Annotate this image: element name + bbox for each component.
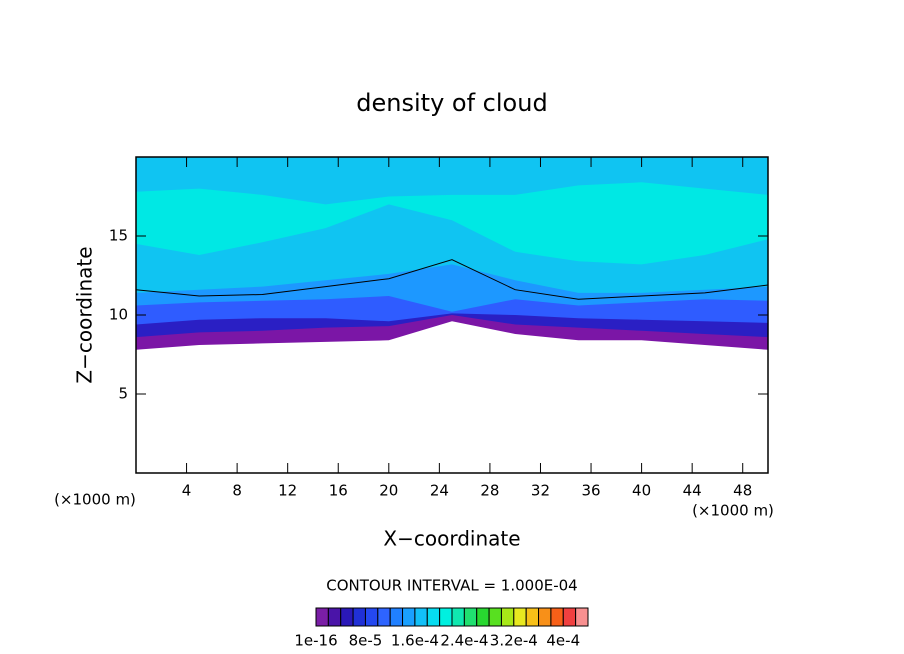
x-tick-label: 12 [278,482,297,500]
chart-title: density of cloud [356,89,547,117]
x-tick-label: 16 [329,482,348,500]
x-unit: (×1000 m) [692,502,774,520]
colorbar-swatch [575,607,589,627]
colorbar-swatch [352,607,366,627]
x-tick-label: 40 [632,482,651,500]
colorbar-swatch [389,607,404,627]
colorbar-swatch [414,607,428,627]
colorbar-label: 8e-5 [349,632,383,650]
colorbar-swatch [340,607,354,627]
contour-line [135,259,769,300]
colorbar-swatch [315,607,329,627]
colorbar-label: 1e-16 [294,632,337,650]
colorbar-swatch [463,607,478,627]
colorbar-swatch [500,607,515,627]
colorbar-swatch [488,607,502,627]
colorbar-swatch [550,607,564,627]
x-axis-label: X−coordinate [383,527,520,551]
colorbar-swatch [426,607,441,627]
x-tick-label: 4 [182,482,192,500]
y-tick-label: 5 [118,385,128,403]
y-axis-label: Z−coordinate [73,246,97,383]
x-tick-label: 8 [232,482,242,500]
colorbar-label: 1.6e-4 [391,632,439,650]
x-tick-label: 20 [379,482,398,500]
colorbar-swatch [364,607,379,627]
colorbar-swatch [538,607,552,627]
colorbar-swatch [402,607,416,627]
colorbar-label: 3.2e-4 [490,632,538,650]
y-tick-label: 10 [109,306,128,324]
x-tick-label: 32 [531,482,550,500]
x-tick-label: 36 [581,482,600,500]
x-tick-label: 28 [480,482,499,500]
colorbar-swatch [562,607,577,627]
x-tick-label: 48 [733,482,752,500]
x-tick-label: 44 [683,482,702,500]
colorbar-swatch [439,607,453,627]
x-unit: (×1000 m) [54,491,136,509]
colorbar-swatch [513,607,527,627]
contour-info: CONTOUR INTERVAL = 1.000E-04 [326,577,577,595]
x-tick-label: 24 [430,482,449,500]
colorbar-swatch [476,607,490,627]
y-tick-label: 15 [109,227,128,245]
colorbar-swatch [327,607,342,627]
colorbar-swatch [525,607,540,627]
contour-band [136,182,768,265]
colorbar-swatch [451,607,465,627]
colorbar-swatch [377,607,391,627]
colorbar-label: 2.4e-4 [440,632,488,650]
colorbar-label: 4e-4 [546,632,580,650]
